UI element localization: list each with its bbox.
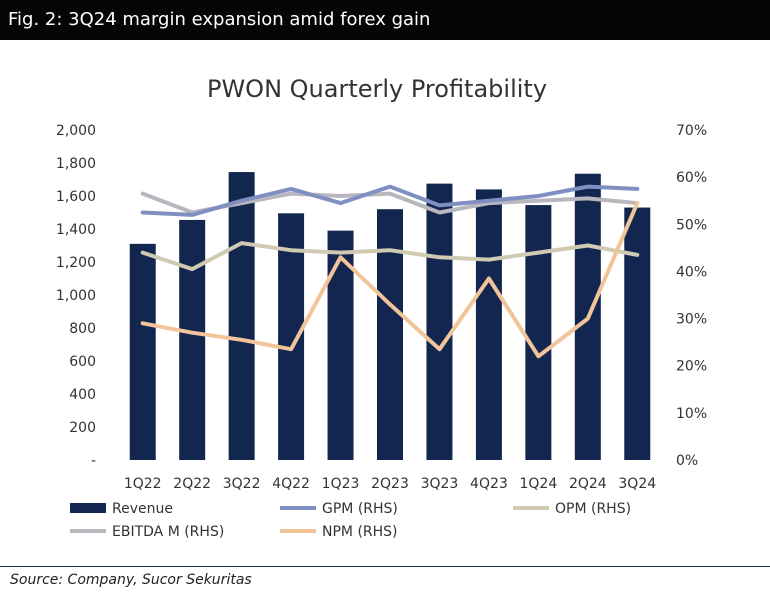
right-tick-label: 50% xyxy=(676,217,707,233)
gpm-line xyxy=(140,184,640,217)
right-tick-label: 20% xyxy=(676,359,707,375)
left-tick-label: 1,400 xyxy=(56,222,96,238)
x-tick-label: 4Q23 xyxy=(470,476,508,492)
x-tick-label: 4Q22 xyxy=(272,476,310,492)
right-tick-label: 10% xyxy=(676,406,707,422)
revenue-bar xyxy=(129,243,156,460)
left-tick-label: 200 xyxy=(69,420,96,436)
right-axis-ticks: 0% 10% 20% 30% 40% 50% 60% 70% xyxy=(676,123,707,469)
margin-lines xyxy=(140,184,640,359)
left-tick-label: 2,000 xyxy=(56,123,96,139)
source-note: Source: Company, Sucor Sekuritas xyxy=(10,572,252,588)
left-axis-ticks: - 200 400 600 800 1,000 1,200 1,400 1,600 1,800 2,… xyxy=(56,123,96,469)
revenue-bar xyxy=(179,219,206,460)
right-tick-label: 70% xyxy=(676,123,707,139)
opm-legend-label: OPM (RHS) xyxy=(555,501,631,517)
left-tick-label: 600 xyxy=(69,354,96,370)
opm-line xyxy=(140,241,640,272)
revenue-bar xyxy=(475,189,502,460)
revenue-bar xyxy=(426,183,453,460)
left-tick-label: 800 xyxy=(69,321,96,337)
npm-line xyxy=(140,201,640,359)
x-tick-label: 2Q24 xyxy=(569,476,607,492)
left-tick-label: 1,200 xyxy=(56,255,96,271)
npm-legend-label: NPM (RHS) xyxy=(322,524,398,540)
right-tick-label: 0% xyxy=(676,453,698,469)
revenue-bar xyxy=(624,207,651,460)
ebitda-m-legend-label: EBITDA M (RHS) xyxy=(112,524,224,540)
x-tick-label: 3Q22 xyxy=(223,476,261,492)
revenue-bars xyxy=(129,172,651,460)
revenue-bar xyxy=(327,230,354,460)
left-tick-label: - xyxy=(91,453,96,469)
x-tick-label: 1Q24 xyxy=(519,476,557,492)
right-tick-label: 60% xyxy=(676,170,707,186)
left-tick-label: 1,800 xyxy=(56,156,96,172)
revenue-legend-label: Revenue xyxy=(112,501,173,517)
profitability-chart: PWON Quarterly Profitability - 200 400 600 8… xyxy=(56,75,707,540)
x-tick-label: 3Q23 xyxy=(421,476,459,492)
x-tick-label: 1Q23 xyxy=(322,476,360,492)
left-tick-label: 1,600 xyxy=(56,189,96,205)
left-tick-label: 400 xyxy=(69,387,96,403)
x-axis-ticks: 1Q22 2Q22 3Q22 4Q22 1Q23 2Q23 3Q23 4Q23 1Q24 2Q24… xyxy=(124,476,656,492)
revenue-bar xyxy=(525,205,552,460)
revenue-bar xyxy=(228,172,255,460)
revenue-legend-swatch xyxy=(70,503,106,513)
right-tick-label: 30% xyxy=(676,312,707,328)
footer-rule xyxy=(0,566,770,567)
chart-title: PWON Quarterly Profitability xyxy=(207,75,547,103)
x-tick-label: 2Q23 xyxy=(371,476,409,492)
revenue-bar xyxy=(377,209,403,460)
x-tick-label: 1Q22 xyxy=(124,476,162,492)
left-tick-label: 1,000 xyxy=(56,288,96,304)
right-tick-label: 40% xyxy=(676,264,707,280)
legend: Revenue GPM (RHS) OPM (RHS) EBITDA M (RHS) N… xyxy=(70,501,631,540)
figure-header: Fig. 2: 3Q24 margin expansion amid forex… xyxy=(0,0,770,40)
x-tick-label: 3Q24 xyxy=(618,476,656,492)
gpm-legend-label: GPM (RHS) xyxy=(322,501,398,517)
x-tick-label: 2Q22 xyxy=(173,476,211,492)
